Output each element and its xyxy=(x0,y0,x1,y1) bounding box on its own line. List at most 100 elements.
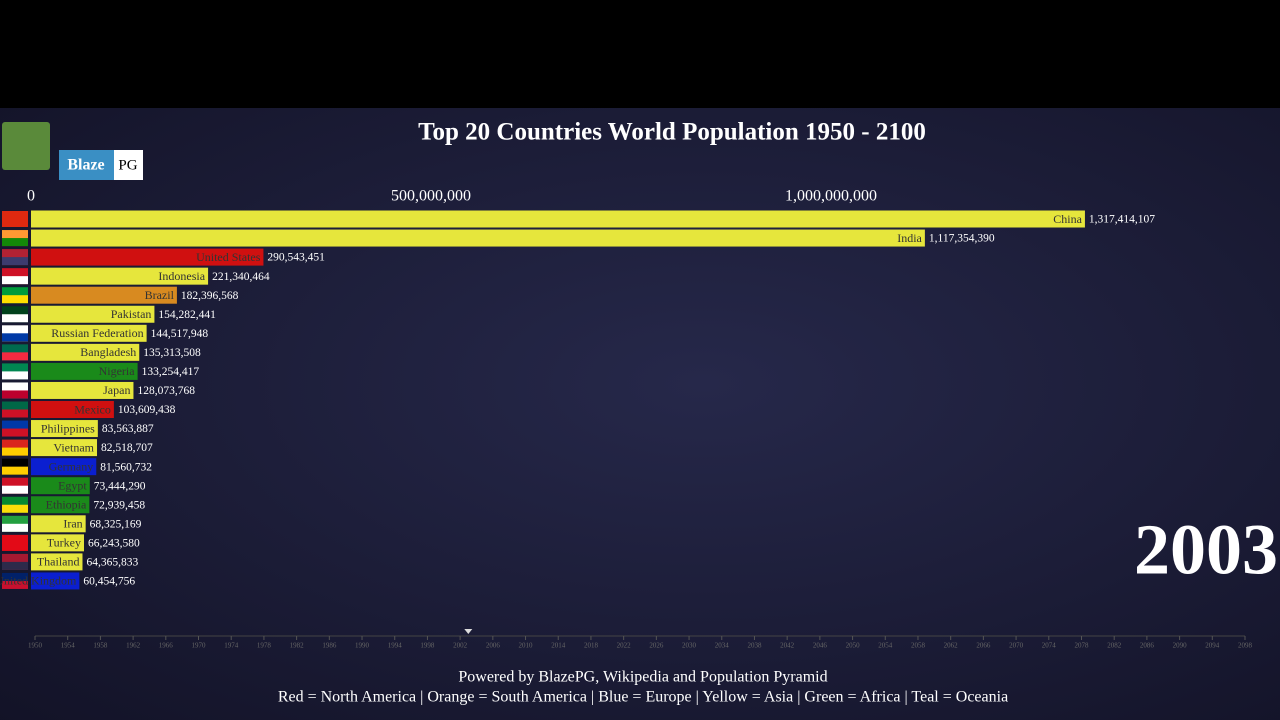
timeline-tick-label: 2070 xyxy=(1009,642,1024,650)
bar-label: Pakistan xyxy=(111,307,152,321)
flag-stripe xyxy=(2,257,28,266)
bar-label: United Kingdom xyxy=(0,574,77,588)
bar xyxy=(31,286,177,304)
flag-stripe xyxy=(2,352,28,361)
map-background xyxy=(0,108,1280,720)
flag-stripe xyxy=(2,447,28,456)
bar xyxy=(31,515,86,533)
bar xyxy=(31,439,98,457)
bar xyxy=(31,362,138,380)
value-label: 81,560,732 xyxy=(100,461,152,473)
flag-stripe xyxy=(2,428,28,437)
bar-label: Indonesia xyxy=(158,269,205,283)
bar-label: Philippines xyxy=(41,421,95,435)
bar xyxy=(31,343,140,361)
flag-stripe xyxy=(2,295,28,304)
flag-stripe xyxy=(2,219,28,227)
value-label: 133,254,417 xyxy=(142,366,200,378)
timeline-tick-label: 1970 xyxy=(192,642,207,650)
timeline-tick-label: 1958 xyxy=(93,642,108,650)
bar-label: United States xyxy=(196,250,261,264)
flag-stripe xyxy=(2,333,28,342)
value-label: 154,282,441 xyxy=(158,309,216,321)
bar xyxy=(31,420,98,438)
timeline-tick-label: 1994 xyxy=(388,642,403,650)
timeline-tick-label: 1986 xyxy=(322,642,337,650)
timeline-tick-label: 2094 xyxy=(1205,642,1220,650)
bar xyxy=(31,381,134,399)
timeline-tick-label: 2082 xyxy=(1107,642,1122,650)
timeline-marker xyxy=(464,629,473,634)
bar xyxy=(31,572,80,590)
value-label: 1,117,354,390 xyxy=(929,233,995,245)
bar-label: Thailand xyxy=(37,555,80,569)
bar xyxy=(31,305,155,323)
flag-stripe xyxy=(2,542,28,551)
flag-stripe xyxy=(2,466,28,475)
bar xyxy=(31,210,1085,228)
channel-avatar xyxy=(2,122,50,170)
bar-label: Japan xyxy=(103,383,130,397)
bar-label: Brazil xyxy=(145,288,175,302)
value-label: 135,313,508 xyxy=(143,347,201,359)
value-label: 73,444,290 xyxy=(94,480,146,492)
value-label: 66,243,580 xyxy=(88,537,140,549)
timeline-tick-label: 2050 xyxy=(846,642,861,650)
value-label: 290,543,451 xyxy=(267,252,325,264)
bar-label: China xyxy=(1053,212,1082,226)
chart-title: Top 20 Countries World Population 1950 -… xyxy=(418,119,926,146)
timeline-tick-label: 2078 xyxy=(1074,642,1089,650)
timeline-tick-label: 2022 xyxy=(617,642,632,650)
flag-stripe xyxy=(2,580,28,589)
top-band xyxy=(0,0,1280,108)
timeline-tick-label: 1974 xyxy=(224,642,239,650)
bar xyxy=(31,477,90,495)
flag-stripe xyxy=(2,314,28,323)
timeline-tick-label: 2086 xyxy=(1140,642,1155,650)
flag-stripe xyxy=(2,238,28,247)
value-label: 182,396,568 xyxy=(181,290,239,302)
value-label: 221,340,464 xyxy=(212,271,270,283)
x-tick-label: 1,000,000,000 xyxy=(785,188,877,205)
flag-stripe xyxy=(2,371,28,380)
value-label: 68,325,169 xyxy=(90,518,142,530)
source: Powered by BlazePG, Wikipedia and Popula… xyxy=(458,669,827,686)
value-label: 82,518,707 xyxy=(101,442,153,454)
bar-label: Germany xyxy=(49,459,94,473)
x-tick-label: 500,000,000 xyxy=(391,188,471,205)
bar xyxy=(31,534,84,552)
bar-label: Bangladesh xyxy=(80,345,136,359)
bar-label: Iran xyxy=(63,517,82,531)
timeline-tick-label: 2098 xyxy=(1238,642,1253,650)
value-label: 1,317,414,107 xyxy=(1089,214,1155,226)
flag-stripe xyxy=(2,276,28,285)
timeline-tick-label: 2090 xyxy=(1173,642,1188,650)
flag-stripe xyxy=(2,390,28,399)
value-label: 72,939,458 xyxy=(93,499,145,511)
value-label: 128,073,768 xyxy=(137,385,195,397)
bar-label: Nigeria xyxy=(99,364,136,378)
value-label: 60,454,756 xyxy=(83,576,135,588)
bar xyxy=(31,229,925,247)
bar xyxy=(31,324,147,342)
timeline-tick-label: 2054 xyxy=(878,642,893,650)
x-tick-label: 0 xyxy=(27,188,35,205)
flag-stripe xyxy=(2,409,28,418)
bar-label: Mexico xyxy=(74,402,111,416)
flag-stripe xyxy=(2,523,28,532)
timeline-tick-label: 1982 xyxy=(290,642,305,650)
timeline-tick-label: 2010 xyxy=(519,642,534,650)
timeline-tick-label: 2046 xyxy=(813,642,828,650)
timeline-tick-label: 1954 xyxy=(61,642,76,650)
bar xyxy=(31,401,114,418)
value-label: 64,365,833 xyxy=(86,557,138,569)
bar-label: Vietnam xyxy=(53,440,94,454)
timeline-tick-label: 2014 xyxy=(551,642,566,650)
timeline-tick-label: 1962 xyxy=(126,642,141,650)
logo-left-box xyxy=(59,150,114,180)
bar xyxy=(31,267,209,285)
value-label: 83,563,887 xyxy=(102,423,154,435)
flag-stripe xyxy=(2,504,28,513)
bar-label: Ethiopia xyxy=(46,498,87,512)
